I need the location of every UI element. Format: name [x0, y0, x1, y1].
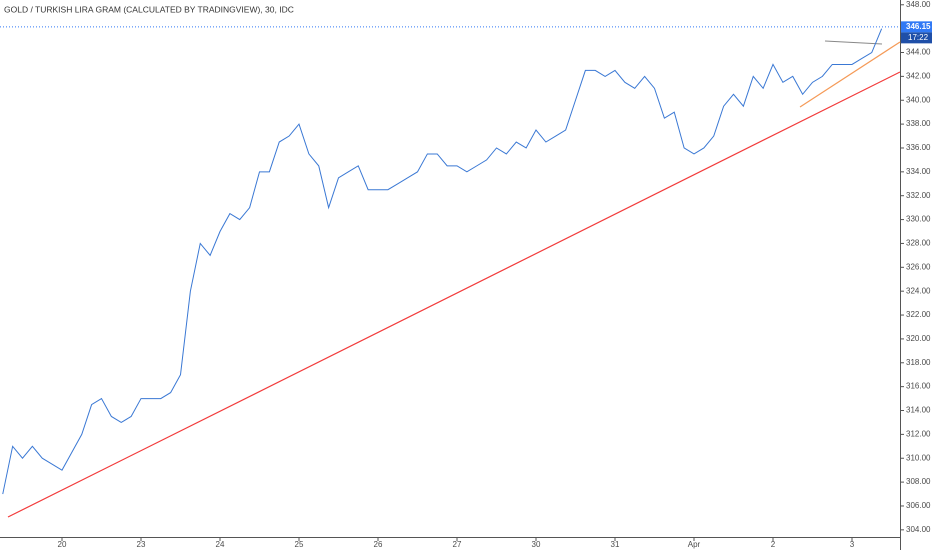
- y-tick-label: 314.00: [906, 406, 931, 415]
- x-tick-label: 23: [137, 540, 146, 549]
- drawing-line[interactable]: [824, 40, 883, 45]
- x-tick-label: 31: [611, 540, 620, 549]
- y-tick-label: 340.00: [906, 95, 931, 104]
- y-tick-label: 320.00: [906, 334, 931, 343]
- y-tick-label: 308.00: [906, 477, 931, 486]
- y-tick-label: 326.00: [906, 262, 931, 271]
- x-tick-label: 24: [216, 540, 225, 549]
- x-tick-label: 26: [374, 540, 383, 549]
- y-tick-label: 310.00: [906, 453, 931, 462]
- y-tick-label: 330.00: [906, 215, 931, 224]
- y-tick-label: 312.00: [906, 429, 931, 438]
- y-tick-label: 318.00: [906, 358, 931, 367]
- x-tick-label: 2: [771, 540, 776, 549]
- y-tick-label: 304.00: [906, 525, 931, 534]
- y-tick-label: 348.00: [906, 0, 931, 9]
- last-price-label: 346.15: [906, 22, 931, 31]
- x-tick-label: 30: [532, 540, 541, 549]
- y-tick-label: 336.00: [906, 143, 931, 152]
- trend-line-short[interactable]: [799, 41, 901, 108]
- y-tick-label: 324.00: [906, 286, 931, 295]
- y-tick-label: 316.00: [906, 382, 931, 391]
- y-tick-label: 338.00: [906, 119, 931, 128]
- last-price-box: [901, 21, 932, 33]
- y-tick-label: 306.00: [906, 501, 931, 510]
- y-tick-label: 322.00: [906, 310, 931, 319]
- y-tick-label: 344.00: [906, 48, 931, 57]
- x-tick-label: 3: [850, 540, 855, 549]
- y-tick-label: 342.00: [906, 71, 931, 80]
- x-tick-label: Apr: [688, 540, 701, 549]
- countdown-label: 17:22: [908, 33, 929, 42]
- y-tick-label: 328.00: [906, 239, 931, 248]
- y-tick-label: 334.00: [906, 167, 931, 176]
- countdown-box: [901, 32, 932, 44]
- y-tick-label: 332.00: [906, 191, 931, 200]
- x-tick-label: 20: [58, 540, 67, 549]
- chart-title: GOLD / TURKISH LIRA GRAM (CALCULATED BY …: [4, 4, 294, 14]
- x-tick-label: 27: [453, 540, 462, 549]
- trend-line[interactable]: [7, 71, 901, 518]
- price-line: [2, 28, 883, 495]
- x-tick-label: 25: [295, 540, 304, 549]
